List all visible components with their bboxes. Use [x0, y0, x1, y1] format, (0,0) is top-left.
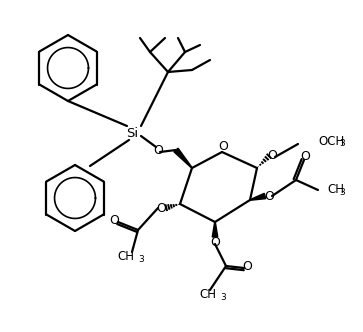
Text: CH: CH — [327, 183, 344, 196]
Text: O: O — [242, 261, 252, 274]
Text: OCH: OCH — [318, 134, 344, 147]
Text: 3: 3 — [339, 138, 345, 147]
Polygon shape — [212, 222, 218, 237]
Text: O: O — [218, 139, 228, 152]
Text: O: O — [264, 190, 274, 203]
Text: 3: 3 — [138, 256, 144, 265]
Polygon shape — [250, 193, 266, 200]
Text: 3: 3 — [339, 188, 345, 197]
Text: 3: 3 — [220, 293, 226, 302]
Polygon shape — [174, 148, 192, 168]
Text: O: O — [300, 149, 310, 162]
Text: O: O — [156, 202, 166, 214]
Text: O: O — [109, 213, 119, 226]
Text: CH: CH — [118, 251, 135, 264]
Text: O: O — [267, 148, 277, 161]
Text: CH: CH — [200, 289, 216, 301]
Text: O: O — [210, 235, 220, 248]
Text: O: O — [153, 143, 163, 156]
Text: Si: Si — [126, 126, 138, 139]
